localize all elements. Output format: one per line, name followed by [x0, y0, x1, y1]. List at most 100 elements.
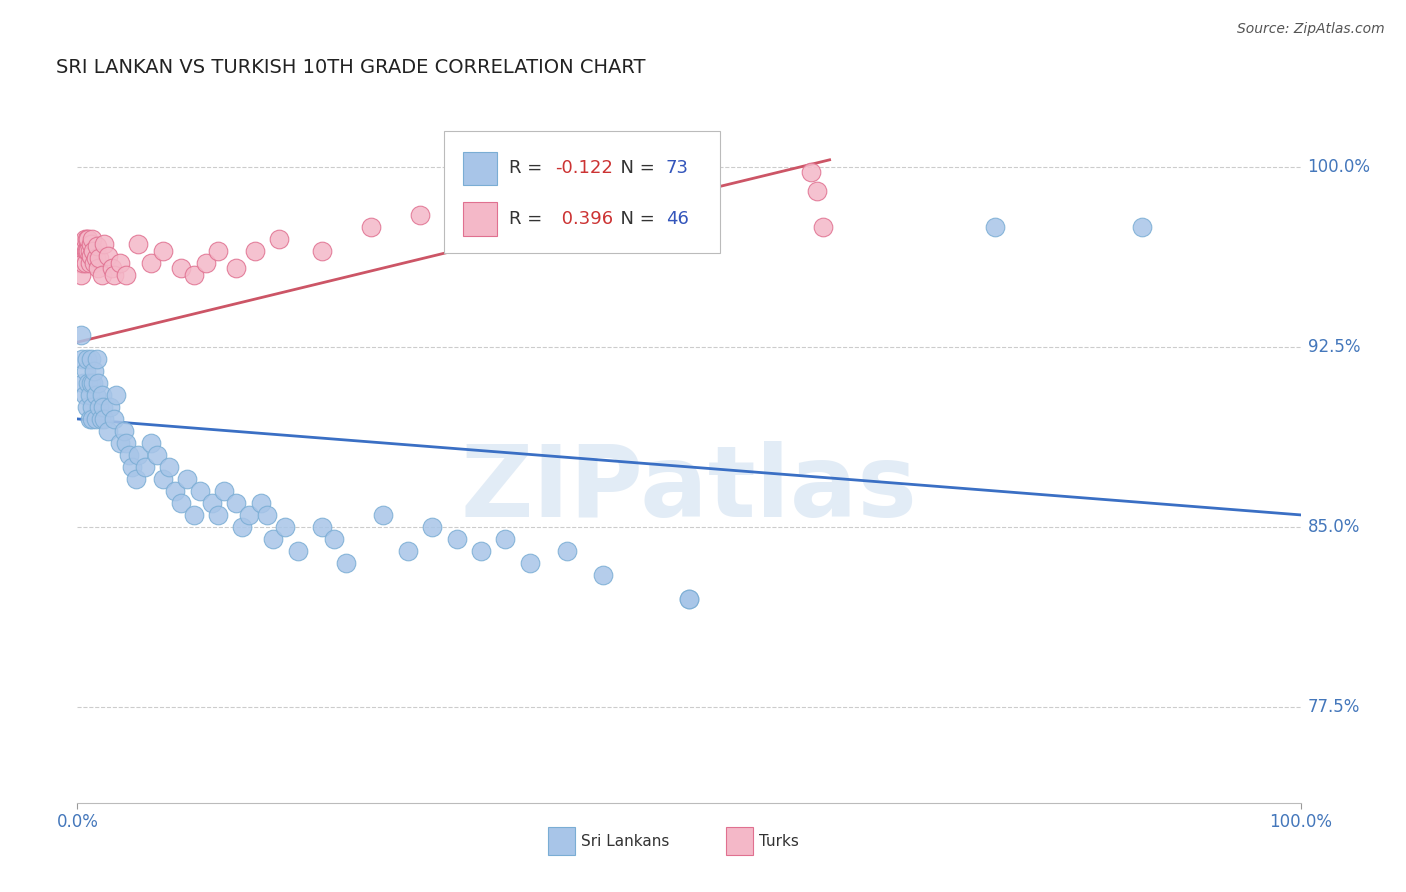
Point	[800, 165, 823, 179]
Point	[311, 244, 333, 258]
Point	[89, 400, 111, 414]
Text: -0.122: -0.122	[555, 160, 613, 178]
Point	[287, 544, 309, 558]
Point	[76, 244, 98, 258]
Point	[93, 236, 115, 251]
Text: Turks: Turks	[759, 833, 799, 848]
Point	[79, 244, 101, 258]
Point	[97, 424, 120, 438]
Point	[75, 244, 97, 258]
Point	[409, 208, 432, 222]
Text: 77.5%: 77.5%	[1308, 698, 1360, 716]
Point	[470, 544, 492, 558]
Point	[420, 520, 443, 534]
Text: 0.396: 0.396	[555, 210, 613, 228]
Point	[75, 256, 97, 270]
Point	[335, 556, 357, 570]
Point	[118, 448, 141, 462]
Point	[121, 459, 143, 474]
Point	[139, 256, 162, 270]
Point	[80, 412, 103, 426]
Point	[194, 256, 217, 270]
Point	[80, 232, 103, 246]
FancyBboxPatch shape	[725, 827, 752, 855]
Text: N =: N =	[609, 210, 661, 228]
Point	[80, 236, 103, 251]
Text: Source: ZipAtlas.com: Source: ZipAtlas.com	[1237, 22, 1385, 37]
Point	[813, 219, 835, 234]
Point	[115, 436, 138, 450]
Point	[79, 412, 101, 426]
Point	[127, 236, 149, 251]
Point	[165, 483, 187, 498]
Point	[97, 249, 120, 263]
Point	[86, 351, 108, 366]
Point	[396, 544, 419, 558]
Point	[139, 436, 162, 450]
Point	[170, 260, 193, 275]
Point	[91, 400, 114, 414]
Point	[72, 376, 94, 390]
Point	[152, 472, 174, 486]
Text: R =: R =	[509, 160, 548, 178]
Point	[76, 232, 98, 246]
Point	[105, 388, 128, 402]
Point	[134, 459, 156, 474]
Text: 100.0%: 100.0%	[1308, 158, 1371, 176]
Point	[100, 260, 122, 275]
Point	[555, 544, 578, 558]
Point	[207, 244, 229, 258]
Point	[170, 496, 193, 510]
Point	[274, 520, 297, 534]
Point	[157, 459, 180, 474]
Text: 85.0%: 85.0%	[1308, 518, 1360, 536]
Point	[84, 412, 107, 426]
Point	[80, 400, 103, 414]
Text: Sri Lankans: Sri Lankans	[581, 833, 669, 848]
Point	[269, 232, 291, 246]
Point	[108, 436, 131, 450]
Point	[77, 232, 100, 246]
Point	[79, 388, 101, 402]
Point	[592, 567, 614, 582]
FancyBboxPatch shape	[463, 152, 496, 185]
Point	[69, 256, 91, 270]
Text: 46: 46	[665, 210, 689, 228]
Text: R =: R =	[509, 210, 548, 228]
Point	[93, 412, 115, 426]
Point	[188, 483, 211, 498]
Point	[70, 328, 93, 343]
Point	[495, 532, 517, 546]
Point	[446, 532, 468, 546]
Point	[90, 412, 112, 426]
Point	[86, 239, 108, 253]
Point	[73, 388, 96, 402]
Point	[256, 508, 278, 522]
Point	[70, 268, 93, 282]
Point	[83, 364, 105, 378]
Point	[90, 388, 112, 402]
Point	[115, 268, 138, 282]
Point	[984, 219, 1007, 234]
Point	[73, 232, 96, 246]
Point	[262, 532, 284, 546]
Point	[201, 496, 224, 510]
Point	[231, 520, 253, 534]
Point	[806, 184, 828, 198]
Point	[678, 591, 700, 606]
Point	[152, 244, 174, 258]
Point	[225, 496, 247, 510]
Point	[1130, 219, 1153, 234]
Point	[323, 532, 346, 546]
Point	[83, 256, 105, 270]
Point	[82, 244, 104, 258]
Text: ZIPatlas: ZIPatlas	[461, 442, 917, 538]
Point	[76, 400, 98, 414]
Point	[225, 260, 247, 275]
Point	[80, 376, 103, 390]
Point	[82, 376, 104, 390]
Text: 73: 73	[665, 160, 689, 178]
FancyBboxPatch shape	[463, 202, 496, 235]
Point	[482, 189, 505, 203]
Point	[176, 472, 198, 486]
